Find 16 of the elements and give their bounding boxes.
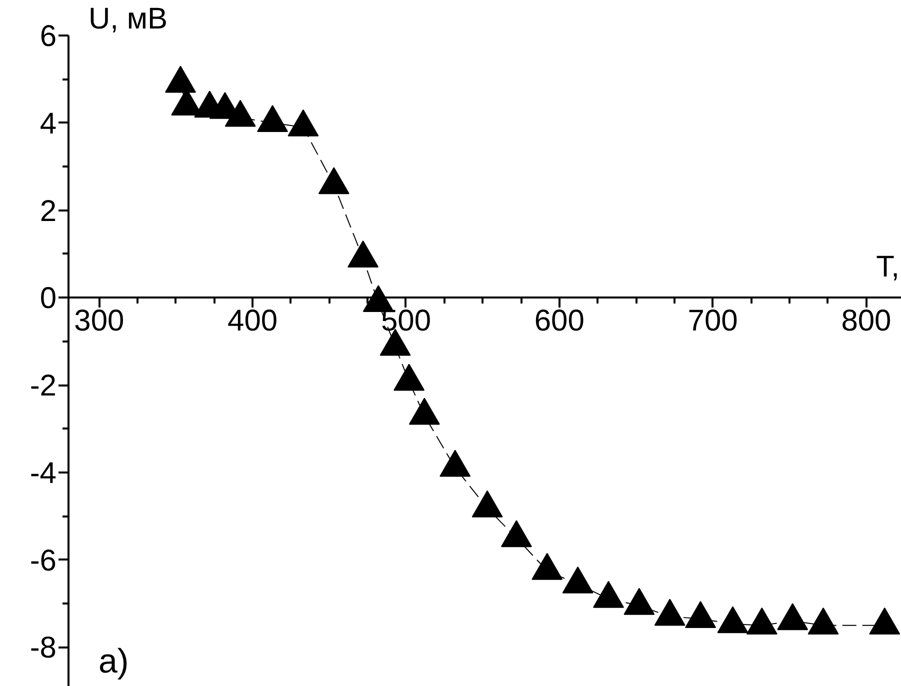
x-tick-label: 400 [228,304,278,338]
x-tick-label: 700 [688,304,738,338]
x-tick-label: 300 [74,304,124,338]
x-tick-label: 800 [841,304,892,338]
x-axis-title: T, [876,250,900,284]
y-tick-label: 6 [40,20,57,53]
y-axis-title: U, мВ [88,2,168,36]
y-tick-label: 0 [40,282,57,316]
annotation: a) [98,642,129,680]
y-tick-label: -8 [30,632,57,665]
y-tick-label: 4 [40,107,57,140]
x-tick-label: 600 [534,304,584,338]
y-tick-label: -6 [30,544,57,578]
y-tick-label: -2 [30,370,57,403]
y-tick-label: 2 [40,194,57,228]
y-tick-label: -4 [30,456,57,490]
